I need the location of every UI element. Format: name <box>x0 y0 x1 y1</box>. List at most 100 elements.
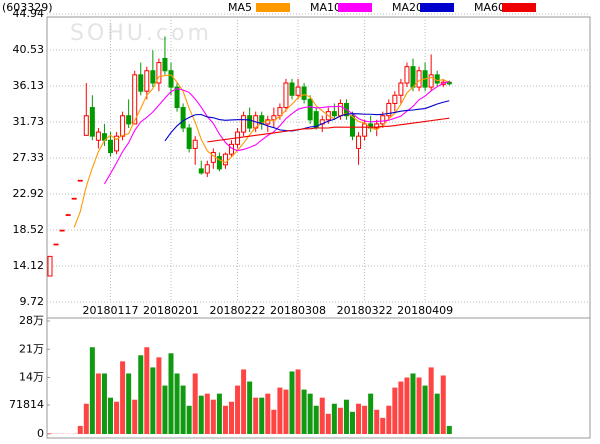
volume-bar <box>90 347 95 434</box>
volume-bar <box>156 357 161 434</box>
volume-bar <box>144 347 149 434</box>
volume-bar <box>150 367 155 434</box>
y-tick-label: 14万 <box>19 371 44 384</box>
volume-bar <box>326 414 331 434</box>
volume-bar <box>138 355 143 434</box>
volume-bar <box>386 406 391 434</box>
volume-bar <box>314 406 319 434</box>
volume-bar <box>175 373 180 434</box>
candle-body <box>308 99 312 119</box>
legend-swatch <box>420 3 454 12</box>
volume-bar <box>162 386 167 434</box>
candle-body <box>296 87 300 95</box>
candle-body <box>205 165 209 173</box>
candle-body <box>187 128 191 148</box>
volume-bar <box>308 394 313 434</box>
legend-swatch <box>256 3 290 12</box>
candle-body <box>84 116 88 136</box>
volume-bar <box>374 410 379 434</box>
volume-bar <box>102 373 107 434</box>
volume-bar <box>193 373 198 434</box>
volume-bar <box>229 402 234 434</box>
y-tick-label: 9.72 <box>20 295 45 308</box>
candle-body <box>139 75 143 91</box>
candle-body <box>399 83 403 95</box>
y-tick-label: 22.92 <box>13 187 45 200</box>
candle-body <box>145 71 149 91</box>
x-tick-label: 20180201 <box>143 304 199 317</box>
candle-body <box>290 83 294 95</box>
volume-bar <box>271 410 276 434</box>
volume-bar <box>259 398 264 434</box>
legend-label: MA5 <box>228 1 252 14</box>
legend-swatch <box>502 3 536 12</box>
y-tick-label: 14.12 <box>13 259 45 272</box>
volume-bar <box>290 371 295 434</box>
volume-bar <box>96 373 101 434</box>
candle-body <box>248 116 252 128</box>
volume-bar <box>344 400 349 434</box>
volume-bar <box>48 433 53 434</box>
volume-bar <box>398 382 403 434</box>
volume-bar <box>181 386 186 434</box>
candle-body <box>332 112 336 116</box>
candle-body <box>78 180 82 181</box>
y-tick-label: 21万 <box>19 342 44 355</box>
volume-bar <box>277 388 282 434</box>
volume-bar <box>350 412 355 434</box>
y-tick-label: 28万 <box>19 314 44 327</box>
candle-body <box>302 87 306 99</box>
candle-body <box>357 136 361 148</box>
legend-swatch <box>338 3 372 12</box>
candle-body <box>96 132 100 140</box>
volume-bar <box>187 406 192 434</box>
volume-bar <box>429 367 434 434</box>
volume-bar <box>217 394 222 434</box>
legend-label: MA10 <box>310 1 341 14</box>
candle-body <box>351 116 355 136</box>
volume-bar <box>108 398 113 434</box>
volume-bar <box>338 408 343 434</box>
candle-body <box>338 103 342 115</box>
candle-body <box>48 256 52 276</box>
volume-bar <box>211 400 216 434</box>
candle-body <box>429 75 433 87</box>
volume-bar <box>411 373 416 434</box>
x-tick-label: 20180117 <box>83 304 139 317</box>
y-tick-label: 31.73 <box>13 115 45 128</box>
volume-bar <box>296 369 301 434</box>
candle-body <box>181 108 185 128</box>
volume-bar <box>120 361 125 434</box>
volume-bar <box>423 386 428 434</box>
candle-body <box>447 82 451 84</box>
y-tick-label: 27.33 <box>13 151 45 164</box>
volume-bar <box>435 394 440 434</box>
candle-body <box>393 95 397 103</box>
volume-bar <box>199 396 204 434</box>
volume-bar <box>283 390 288 434</box>
legend-label: MA60 <box>474 1 505 14</box>
x-tick-label: 20180222 <box>210 304 266 317</box>
volume-bar <box>320 398 325 434</box>
candle-body <box>163 58 167 70</box>
candle-body <box>72 198 76 199</box>
candle-body <box>411 67 415 87</box>
candle-body <box>242 116 246 132</box>
volume-bar <box>332 404 337 434</box>
y-tick-label: 18.52 <box>13 223 45 236</box>
volume-bar <box>417 378 422 435</box>
y-tick-label: 40.53 <box>13 43 45 56</box>
volume-bar <box>368 394 373 434</box>
candle-body <box>381 116 385 124</box>
candle-body <box>175 87 179 107</box>
volume-bar <box>392 388 397 434</box>
volume-bar <box>78 426 83 434</box>
candle-body <box>199 169 203 173</box>
candle-body <box>90 108 94 137</box>
watermark: SOHU.com <box>70 21 212 46</box>
volume-bar <box>441 375 446 434</box>
y-tick-label: 36.13 <box>13 79 45 92</box>
candle-body <box>169 71 173 87</box>
volume-bar <box>253 398 258 434</box>
